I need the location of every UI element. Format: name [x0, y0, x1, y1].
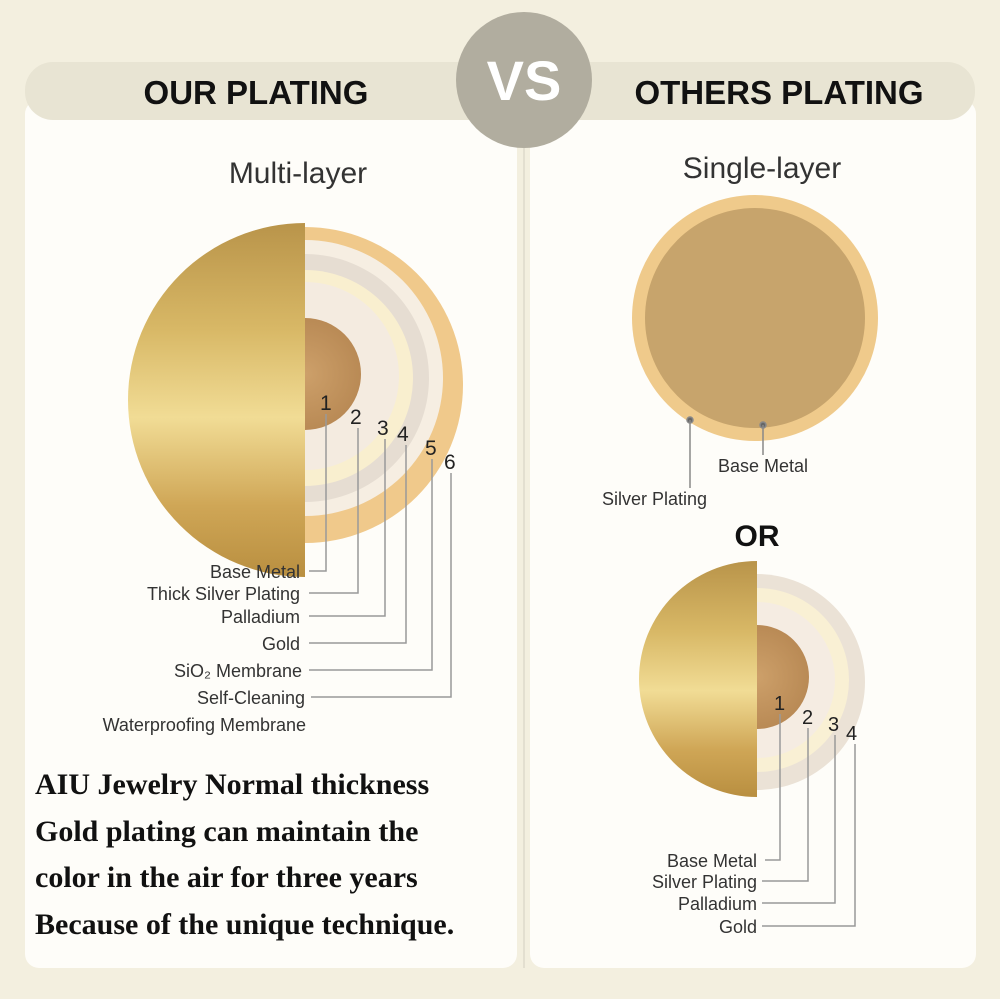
layer-label: Palladium: [678, 894, 757, 914]
multi-layer-sphere: [128, 223, 463, 577]
vs-label: VS: [487, 49, 562, 112]
leader-line: [765, 714, 781, 861]
layer-label: Base Metal: [667, 851, 757, 871]
or-label: OR: [735, 520, 780, 553]
layer-label: SiO₂ Membrane: [174, 661, 302, 681]
leader-line: [311, 473, 452, 698]
layer-label: Self-Cleaning: [197, 688, 305, 708]
description-line: Gold plating can maintain the: [35, 814, 419, 848]
layer-label: Gold: [719, 917, 757, 937]
single-layer-disc: [632, 195, 878, 441]
silver-plating-label: Silver Plating: [602, 489, 707, 509]
layer-number: 4: [397, 423, 409, 446]
layer-label: Palladium: [221, 607, 300, 627]
layer-label: Thick Silver Plating: [147, 584, 300, 604]
layer-number: 2: [350, 406, 362, 429]
others-plating-title: OTHERS PLATING: [634, 74, 923, 111]
layer-number: 5: [425, 437, 437, 460]
description-line: Because of the unique technique.: [35, 907, 455, 941]
multi-layer-subtitle: Multi-layer: [229, 157, 367, 190]
base-metal-label: Base Metal: [718, 456, 808, 476]
leader-line: [309, 428, 359, 594]
layer-number: 2: [802, 707, 813, 729]
single-layer-subtitle: Single-layer: [683, 152, 841, 185]
layer-number: 6: [444, 451, 456, 474]
our-plating-title: OUR PLATING: [144, 74, 369, 111]
layer-number: 4: [846, 723, 857, 745]
description-line: AIU Jewelry Normal thickness: [35, 768, 430, 801]
layer-number: 1: [774, 693, 785, 715]
leader-line: [762, 735, 836, 904]
four-layer-sphere: [639, 561, 865, 797]
leader-line: [762, 744, 856, 927]
layer-label: Gold: [262, 634, 300, 654]
layer-label: Waterproofing Membrane: [103, 715, 306, 735]
vs-circle: [456, 12, 592, 148]
description-text: AIU Jewelry Normal thickness Gold platin…: [35, 762, 454, 948]
layer-number: 1: [320, 392, 332, 415]
leader-line: [762, 728, 809, 882]
leader-line: [309, 445, 407, 644]
layer-number: 3: [377, 417, 389, 440]
description-line: color in the air for three years: [35, 861, 418, 894]
leader-line: [309, 459, 433, 671]
layer-number: 3: [828, 714, 839, 736]
layer-label: Base Metal: [210, 562, 300, 582]
leader-line: [309, 439, 386, 617]
layer-label: Silver Plating: [652, 872, 757, 892]
leader-line: [309, 414, 327, 572]
